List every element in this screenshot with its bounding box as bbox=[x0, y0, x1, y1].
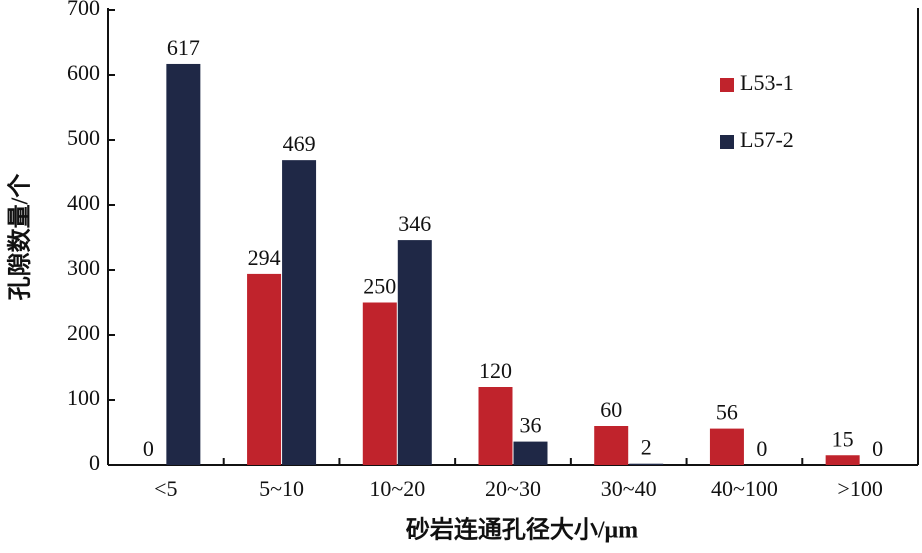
y-tick-label: 400 bbox=[67, 190, 100, 215]
bar bbox=[247, 273, 282, 465]
x-tick-label: 30~40 bbox=[601, 476, 657, 501]
legend-swatch bbox=[720, 135, 734, 149]
bar bbox=[513, 441, 548, 465]
bar bbox=[397, 240, 432, 465]
data-label: 346 bbox=[398, 211, 431, 236]
bar bbox=[629, 463, 664, 465]
x-tick-label: <5 bbox=[154, 476, 177, 501]
data-label: 294 bbox=[248, 245, 281, 270]
bar bbox=[825, 455, 860, 465]
y-tick-label: 0 bbox=[89, 450, 100, 475]
y-tick-label: 300 bbox=[67, 255, 100, 280]
bar bbox=[594, 426, 629, 465]
data-label: 469 bbox=[283, 131, 316, 156]
x-axis-label: 砂岩连通孔径大小/μm bbox=[406, 516, 638, 544]
bar bbox=[282, 160, 317, 465]
data-label: 0 bbox=[872, 436, 883, 461]
bar bbox=[709, 428, 744, 465]
bar bbox=[362, 302, 397, 465]
legend-swatch bbox=[720, 78, 734, 92]
legend-label: L53-1 bbox=[740, 70, 794, 95]
data-label: 0 bbox=[756, 436, 767, 461]
x-tick-label: 5~10 bbox=[259, 476, 304, 501]
x-tick-label: >100 bbox=[837, 476, 882, 501]
y-tick-label: 700 bbox=[67, 0, 100, 20]
y-tick-label: 600 bbox=[67, 60, 100, 85]
x-tick-label: 20~30 bbox=[485, 476, 541, 501]
data-label: 0 bbox=[143, 436, 154, 461]
data-label: 250 bbox=[363, 274, 396, 299]
y-tick-label: 500 bbox=[67, 125, 100, 150]
y-tick-label: 100 bbox=[67, 385, 100, 410]
data-label: 617 bbox=[167, 35, 200, 60]
data-label: 60 bbox=[600, 397, 622, 422]
data-label: 36 bbox=[520, 413, 542, 438]
y-tick-label: 200 bbox=[67, 320, 100, 345]
x-tick-label: 10~20 bbox=[369, 476, 425, 501]
x-tick-label: 40~100 bbox=[711, 476, 778, 501]
data-label: 2 bbox=[641, 435, 652, 460]
y-axis-label: 孔隙数量/个 bbox=[7, 173, 34, 301]
data-label: 15 bbox=[832, 426, 854, 451]
data-label: 120 bbox=[479, 358, 512, 383]
bar bbox=[166, 63, 201, 465]
bar bbox=[478, 387, 513, 465]
data-label: 56 bbox=[716, 400, 738, 425]
legend-label: L57-2 bbox=[740, 127, 794, 152]
